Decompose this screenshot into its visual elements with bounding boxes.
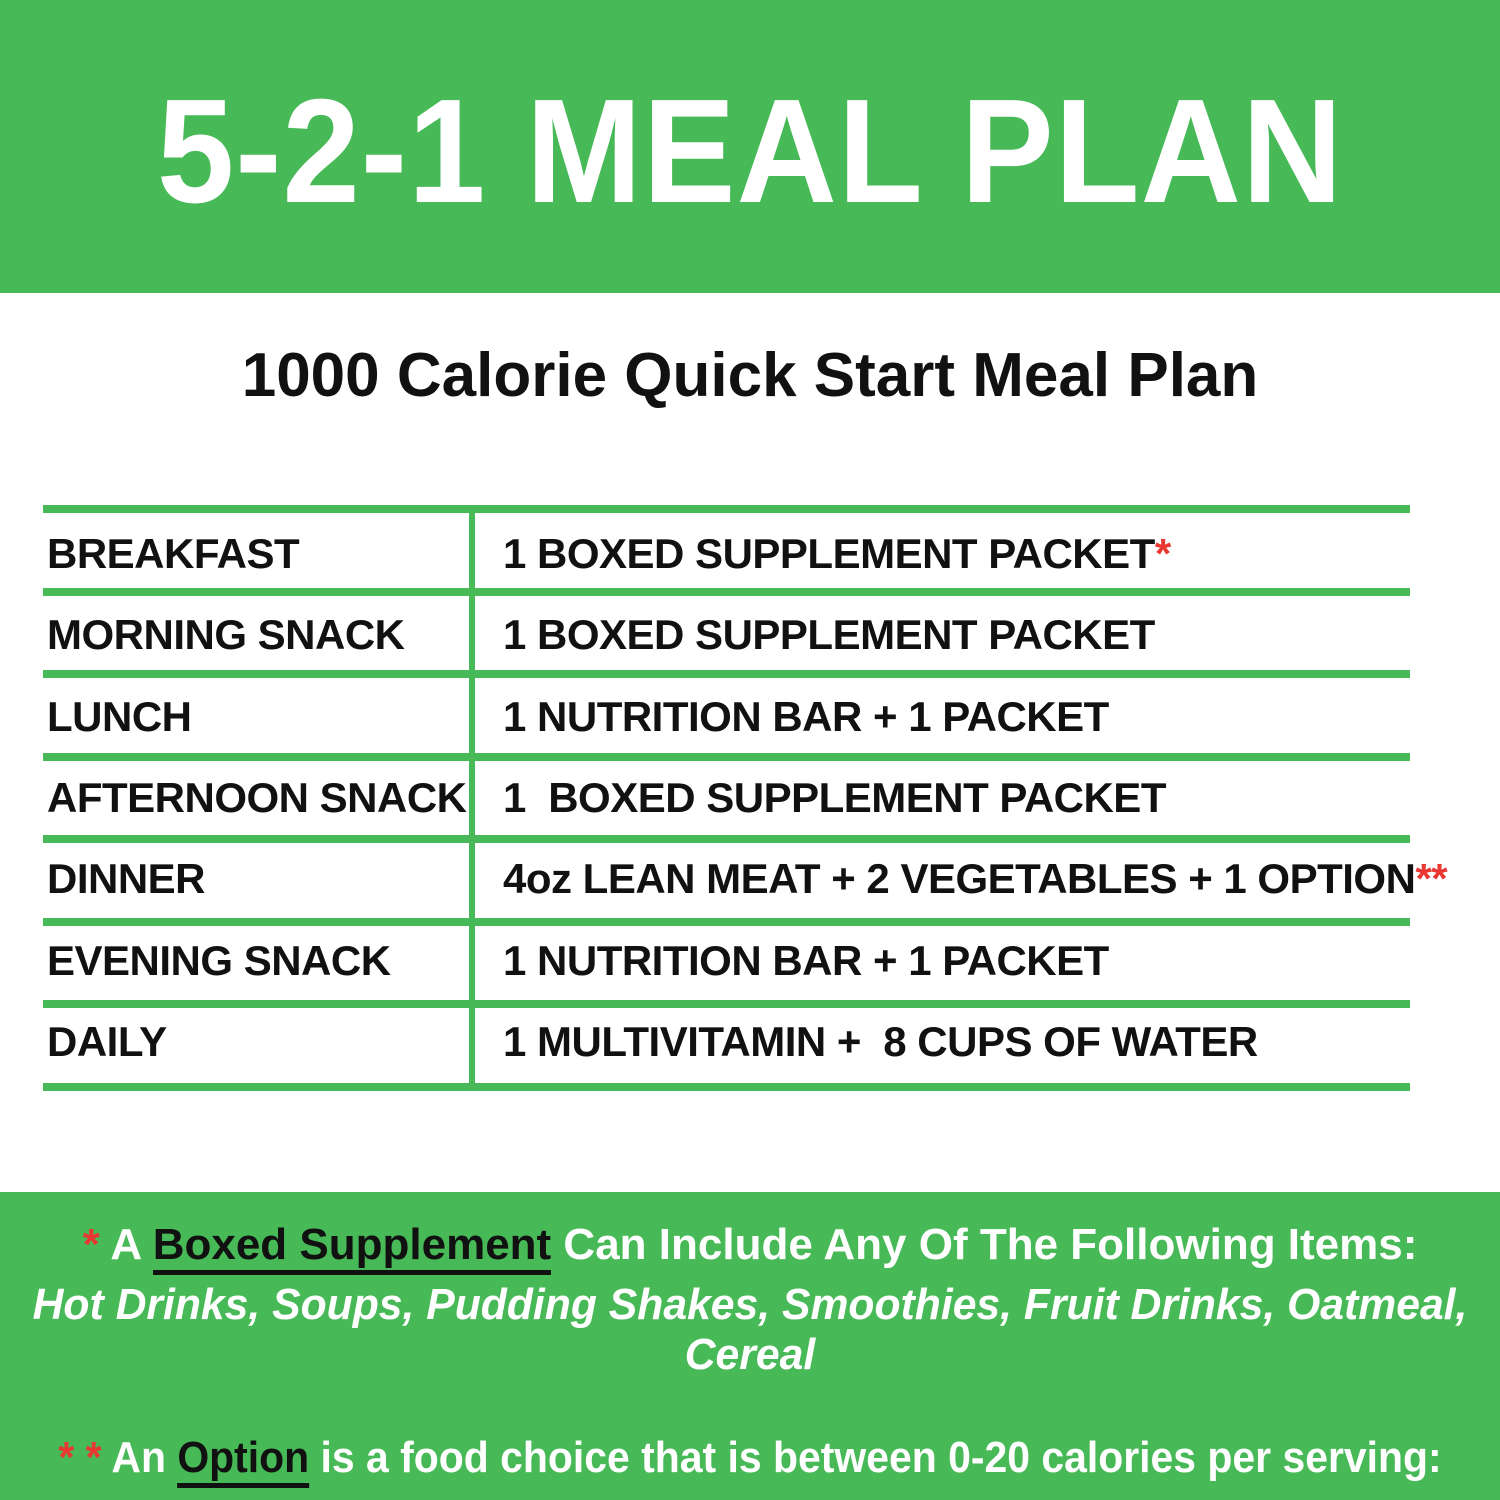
table-border-line [43, 1000, 1410, 1009]
meal-value-text: 1 BOXED SUPPLEMENT PACKET [503, 611, 1155, 659]
table-border-line [43, 752, 1410, 761]
table-divider-line [469, 505, 475, 1091]
footer-notes: * A Boxed Supplement Can Include Any Of … [0, 1192, 1500, 1500]
table-row: MORNING SNACK 1 BOXED SUPPLEMENT PACKET [43, 594, 1447, 675]
table-row: DINNER 4oz LEAN MEAT + 2 VEGETABLES + 1 … [43, 839, 1448, 920]
meal-value-text: 1 BOXED SUPPLEMENT PACKET [503, 773, 1166, 821]
boxed-supplement-note: * A Boxed Supplement Can Include Any Of … [0, 1220, 1500, 1275]
meal-label: BREAKFAST [47, 529, 300, 577]
meal-label: EVENING SNACK [47, 936, 391, 984]
meal-value: 1 BOXED SUPPLEMENT PACKET [469, 774, 1447, 822]
note-lead: An [101, 1432, 178, 1482]
table-row: EVENING SNACK 1 NUTRITION BAR + 1 PACKET [43, 920, 1447, 1001]
meal-value: 1 BOXED SUPPLEMENT PACKET [469, 611, 1447, 659]
table-row: DAILY 1 MULTIVITAMIN + 8 CUPS OF WATER [43, 1002, 1447, 1083]
meal-label: AFTERNOON SNACK [47, 773, 467, 821]
meal-value-text: 1 NUTRITION BAR + 1 PACKET [503, 936, 1109, 984]
asterisk-marker: * * [58, 1432, 102, 1482]
poster-subtitle: 1000 Calorie Quick Start Meal Plan [241, 341, 1259, 410]
meal-value: 4oz LEAN MEAT + 2 VEGETABLES + 1 OPTION*… [469, 855, 1448, 903]
table-border-line [43, 917, 1410, 926]
boxed-supplement-items: Hot Drinks, Soups, Pudding Shakes, Smoot… [32, 1279, 1480, 1380]
table-row: BREAKFAST 1 BOXED SUPPLEMENT PACKET* [43, 513, 1447, 594]
meal-value: 1 NUTRITION BAR + 1 PACKET [469, 937, 1447, 985]
option-note: * * An Option is a food choice that is b… [53, 1432, 1448, 1488]
table-border-line [43, 670, 1410, 679]
header-banner: 5-2-1 MEAL PLAN [0, 0, 1500, 293]
poster-title: 5-2-1 MEAL PLAN [156, 68, 1344, 234]
meal-label: DINNER [47, 855, 206, 903]
note-highlight: Boxed Supplement [152, 1220, 552, 1275]
meal-value: 1 MULTIVITAMIN + 8 CUPS OF WATER [469, 1018, 1447, 1066]
table-row: AFTERNOON SNACK 1 BOXED SUPPLEMENT PACKE… [43, 757, 1447, 838]
table-border-line [43, 587, 1410, 596]
meal-label: LUNCH [47, 692, 192, 740]
meal-label: DAILY [47, 1018, 167, 1066]
meal-value-text: 4oz LEAN MEAT + 2 VEGETABLES + 1 OPTION [503, 855, 1416, 903]
meal-label: MORNING SNACK [47, 611, 405, 659]
table-border-line [43, 1083, 1410, 1091]
meal-plan-table: BREAKFAST 1 BOXED SUPPLEMENT PACKET* MOR… [43, 505, 1448, 1091]
asterisk-marker: ** [1415, 855, 1448, 903]
meal-value-text: 1 BOXED SUPPLEMENT PACKET [503, 529, 1155, 577]
meal-value-text: 1 NUTRITION BAR + 1 PACKET [503, 692, 1109, 740]
note-lead: A [99, 1220, 153, 1269]
option-items: Fulfill Drinks, Fulfill Gelatin, Celery,… [38, 1495, 1463, 1500]
meal-value-text: 1 MULTIVITAMIN + 8 CUPS OF WATER [503, 1018, 1258, 1066]
table-border-line [43, 505, 1410, 513]
note-rest: is a food choice that is between 0-20 ca… [309, 1432, 1442, 1482]
meal-value: 1 NUTRITION BAR + 1 PACKET [469, 693, 1447, 741]
table-border-line [43, 835, 1410, 844]
asterisk-marker: * [1154, 529, 1171, 577]
asterisk-marker: * [82, 1220, 100, 1269]
meal-value: 1 BOXED SUPPLEMENT PACKET* [469, 530, 1447, 578]
note-highlight: Option [177, 1432, 310, 1488]
note-rest: Can Include Any Of The Following Items: [551, 1220, 1418, 1269]
table-row: LUNCH 1 NUTRITION BAR + 1 PACKET [43, 676, 1447, 757]
